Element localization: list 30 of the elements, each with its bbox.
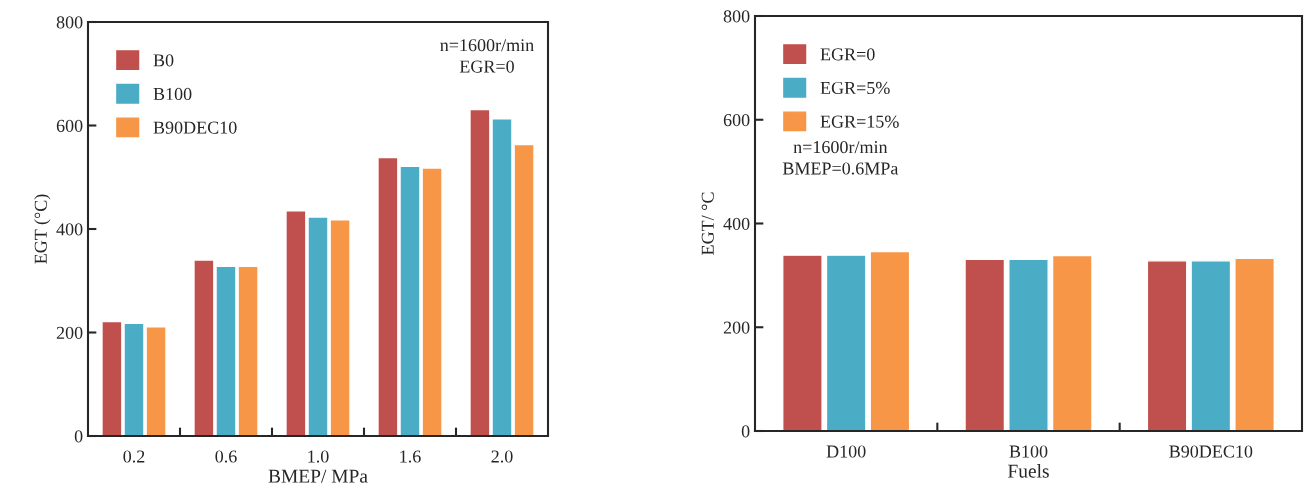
x-tick-label: D100 bbox=[826, 445, 866, 458]
y-tick-label: 400 bbox=[723, 217, 750, 230]
x-tick-label: B100 bbox=[1009, 445, 1048, 458]
y-tick-label: 800 bbox=[723, 10, 750, 23]
y-tick-label: 200 bbox=[723, 321, 750, 334]
annotation: n=1600r/min BMEP=0.6MPa bbox=[782, 141, 899, 175]
legend-label: B0 bbox=[153, 54, 174, 67]
annotation: n=1600r/min EGR=0 bbox=[440, 39, 534, 73]
legend-label: EGR=0 bbox=[820, 48, 875, 61]
y-tick-label: 0 bbox=[741, 425, 750, 438]
x-axis-title: BMEP/ MPa bbox=[268, 469, 368, 483]
x-tick-label: 0.6 bbox=[215, 450, 237, 463]
y-tick-label: 200 bbox=[56, 326, 83, 339]
y-axis-title: EGT (°C) bbox=[34, 194, 51, 264]
legend-label: EGR=5% bbox=[820, 81, 890, 95]
x-tick-label: 0.2 bbox=[123, 450, 145, 463]
x-tick-label: 2.0 bbox=[491, 450, 513, 463]
y-tick-label: 0 bbox=[74, 430, 83, 443]
x-tick-label: 1.0 bbox=[308, 450, 329, 463]
y-tick-label: 600 bbox=[723, 114, 750, 127]
legend-label: B90DEC10 bbox=[153, 121, 237, 134]
x-tick-label: 1.6 bbox=[400, 450, 421, 463]
y-tick-label: 600 bbox=[56, 119, 83, 132]
y-tick-label: 800 bbox=[56, 16, 83, 29]
y-axis-title: EGT/ °C bbox=[701, 192, 714, 255]
x-tick-label: B90DEC10 bbox=[1169, 445, 1253, 458]
legend-label: B100 bbox=[153, 87, 192, 101]
y-tick-label: 400 bbox=[56, 223, 83, 236]
x-axis-title: Fuels bbox=[1007, 464, 1049, 478]
legend-label: EGR=15% bbox=[820, 115, 899, 128]
